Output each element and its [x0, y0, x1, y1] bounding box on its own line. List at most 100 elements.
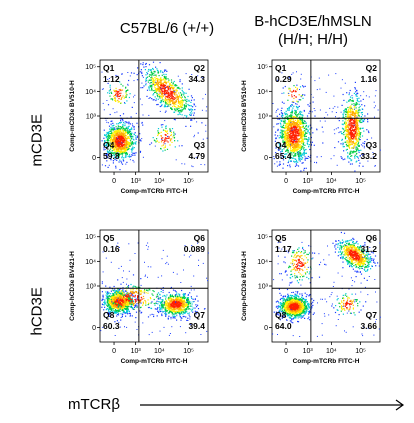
data-point: [122, 311, 124, 313]
data-point: [175, 103, 177, 105]
data-point: [124, 125, 126, 127]
data-point: [344, 82, 346, 84]
data-point: [295, 140, 297, 142]
data-point: [349, 163, 352, 165]
data-point: [192, 311, 194, 313]
data-point: [119, 122, 121, 124]
data-point: [111, 98, 113, 100]
data-point: [355, 129, 357, 131]
data-point: [117, 75, 119, 77]
data-point: [125, 142, 127, 144]
data-point: [162, 92, 164, 95]
data-point: [348, 146, 350, 148]
data-point: [145, 84, 147, 86]
data-point: [306, 115, 309, 117]
data-point: [304, 122, 306, 124]
data-point: [165, 82, 168, 84]
data-point: [149, 79, 151, 81]
data-point: [114, 292, 116, 294]
data-point: [350, 160, 352, 162]
data-point: [117, 91, 119, 93]
data-point: [117, 152, 119, 154]
data-point: [287, 124, 289, 126]
data-point: [133, 128, 135, 130]
data-point: [109, 132, 111, 135]
data-point: [110, 130, 112, 132]
data-point: [174, 133, 176, 135]
data-point: [312, 132, 314, 134]
data-point: [190, 101, 192, 103]
data-point: [156, 89, 158, 91]
data-point: [110, 137, 113, 139]
data-point: [161, 74, 163, 76]
data-point: [176, 108, 179, 110]
data-point: [117, 152, 119, 154]
data-point: [157, 298, 159, 300]
data-point: [123, 294, 125, 297]
data-point: [164, 80, 166, 82]
data-point: [128, 96, 130, 99]
data-point: [108, 164, 110, 166]
data-point: [111, 142, 113, 144]
data-point: [122, 147, 124, 149]
data-point: [353, 92, 355, 94]
data-point: [152, 67, 154, 70]
data-point: [122, 139, 125, 141]
data-point: [290, 140, 292, 142]
data-point: [164, 149, 166, 151]
data-point: [154, 96, 156, 98]
data-point: [304, 156, 306, 158]
data-point: [108, 309, 110, 311]
data-point: [169, 87, 172, 89]
data-point: [348, 99, 350, 101]
data-point: [285, 130, 287, 132]
data-point: [149, 84, 151, 86]
data-point: [114, 309, 117, 311]
data-point: [349, 137, 351, 139]
data-point: [303, 138, 306, 140]
data-point: [294, 134, 297, 136]
data-point: [122, 134, 124, 136]
data-point: [296, 138, 298, 140]
data-point: [111, 309, 113, 311]
data-point: [179, 109, 182, 111]
data-point: [114, 301, 116, 303]
data-point: [114, 305, 116, 307]
data-point: [107, 78, 109, 80]
data-point: [113, 153, 115, 155]
data-point: [348, 111, 350, 114]
data-point: [131, 304, 133, 306]
data-point: [126, 126, 128, 128]
data-point: [309, 148, 311, 151]
data-point: [299, 159, 301, 161]
x-tick-label: 0: [112, 178, 116, 185]
data-point: [289, 156, 291, 158]
data-point: [354, 122, 356, 124]
data-point: [167, 141, 169, 143]
data-point: [299, 152, 301, 154]
data-point: [121, 307, 123, 309]
data-point: [298, 143, 300, 145]
data-point: [357, 115, 359, 117]
data-point: [109, 312, 111, 315]
data-point: [111, 308, 113, 310]
data-point: [127, 137, 129, 139]
data-point: [103, 109, 105, 111]
data-point: [290, 145, 292, 147]
data-point: [349, 96, 352, 98]
data-point: [293, 105, 295, 107]
data-point: [113, 305, 115, 307]
data-point: [178, 95, 180, 97]
data-point: [150, 79, 152, 81]
data-point: [110, 290, 112, 292]
data-point: [126, 121, 128, 123]
data-point: [345, 115, 347, 118]
data-point: [152, 61, 155, 63]
data-point: [295, 143, 297, 145]
data-point: [159, 80, 161, 82]
data-point: [117, 129, 119, 131]
data-point: [302, 153, 304, 155]
data-point: [122, 95, 124, 97]
data-point: [121, 134, 123, 136]
data-point: [125, 153, 127, 155]
